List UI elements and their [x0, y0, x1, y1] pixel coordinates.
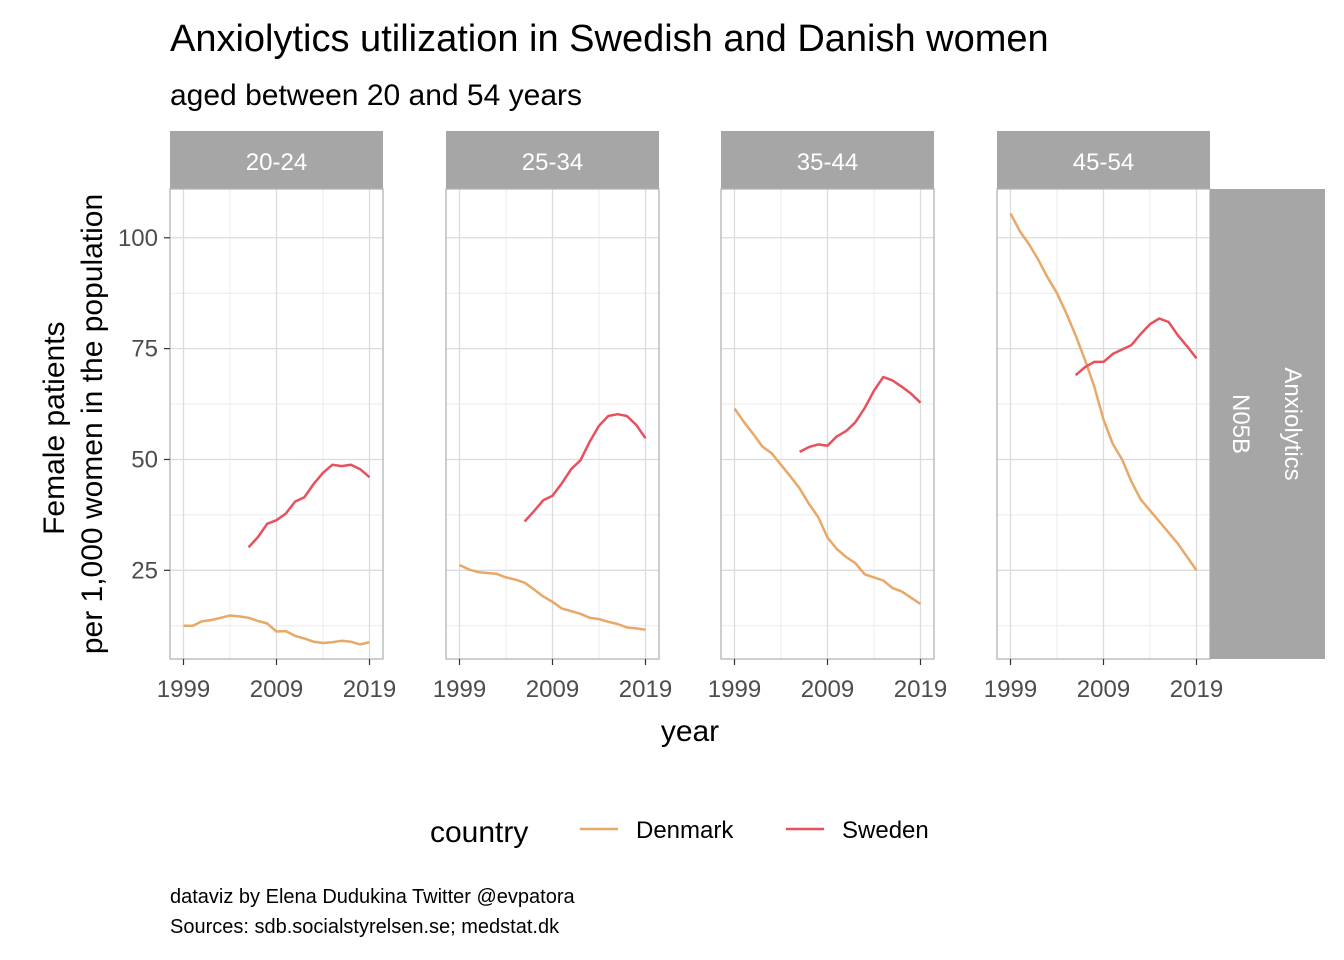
series-line-sweden: [247, 463, 371, 549]
facet-strip-label: 25-34: [522, 149, 583, 176]
caption-line-1: dataviz by Elena Dudukina Twitter @evpat…: [170, 886, 575, 908]
facet-panel-45-54: 45-54 1999 2009 2019: [984, 131, 1223, 703]
series-line-denmark: [733, 407, 922, 606]
y-tick-label: 25: [131, 557, 158, 584]
legend-title: country: [430, 816, 528, 849]
x-tick-label: 2009: [1077, 676, 1130, 703]
x-tick-label: 2009: [250, 676, 303, 703]
facet-panel-25-34: 25-34 1999 2009 2019: [433, 131, 672, 703]
facet-strip-label: 20-24: [246, 149, 307, 176]
x-tick-label: 2019: [619, 676, 672, 703]
y-tick-label: 50: [131, 446, 158, 473]
legend: country Denmark Sweden: [430, 816, 929, 849]
x-tick-label: 2009: [526, 676, 579, 703]
x-tick-label: 1999: [708, 676, 761, 703]
row-strip: Anxiolytics N05B: [1210, 189, 1325, 659]
x-tick-label: 2019: [894, 676, 947, 703]
y-axis-title: Female patients per 1,000 women in the p…: [38, 194, 109, 654]
facet-strip: [446, 131, 659, 189]
chart-subtitle: aged between 20 and 54 years: [170, 79, 582, 112]
row-strip-label-outer: Anxiolytics: [1279, 367, 1306, 480]
series-line-sweden: [1074, 317, 1198, 377]
x-tick-label: 1999: [433, 676, 486, 703]
facet-strip: [721, 131, 934, 189]
x-tick-label: 2009: [801, 676, 854, 703]
x-tick-label: 2019: [1170, 676, 1223, 703]
legend-label-denmark: Denmark: [636, 817, 734, 844]
series-line-denmark: [1009, 212, 1198, 572]
facet-panel-20-24: 20-24 1999 2009 2019 25 50 75 100: [118, 131, 396, 703]
caption-line-2: Sources: sdb.socialstyrelsen.se; medstat…: [170, 916, 560, 938]
facet-strip: [997, 131, 1210, 189]
y-tick-label: 100: [118, 225, 158, 252]
row-strip-background: [1210, 189, 1325, 659]
x-tick-label: 2019: [343, 676, 396, 703]
legend-label-sweden: Sweden: [842, 817, 929, 844]
x-tick-label: 1999: [157, 676, 210, 703]
facet-panel-35-44: 35-44 1999 2009 2019: [708, 131, 947, 703]
series-line-denmark: [458, 563, 646, 631]
facet-strip: [170, 131, 383, 189]
x-tick-label: 1999: [984, 676, 1037, 703]
y-axis-title-line2: per 1,000 women in the population: [76, 194, 109, 654]
chart-title: Anxiolytics utilization in Swedish and D…: [170, 18, 1049, 60]
series-line-sweden: [523, 412, 647, 523]
series-line-sweden: [799, 375, 922, 454]
facet-strip-label: 35-44: [797, 149, 858, 176]
y-axis-title-line1: Female patients: [38, 321, 71, 534]
facet-strip-label: 45-54: [1073, 149, 1134, 176]
series-line-denmark: [183, 614, 370, 646]
y-tick-label: 75: [131, 336, 158, 363]
row-strip-label-inner: N05B: [1227, 394, 1254, 454]
x-axis-title: year: [661, 715, 719, 748]
